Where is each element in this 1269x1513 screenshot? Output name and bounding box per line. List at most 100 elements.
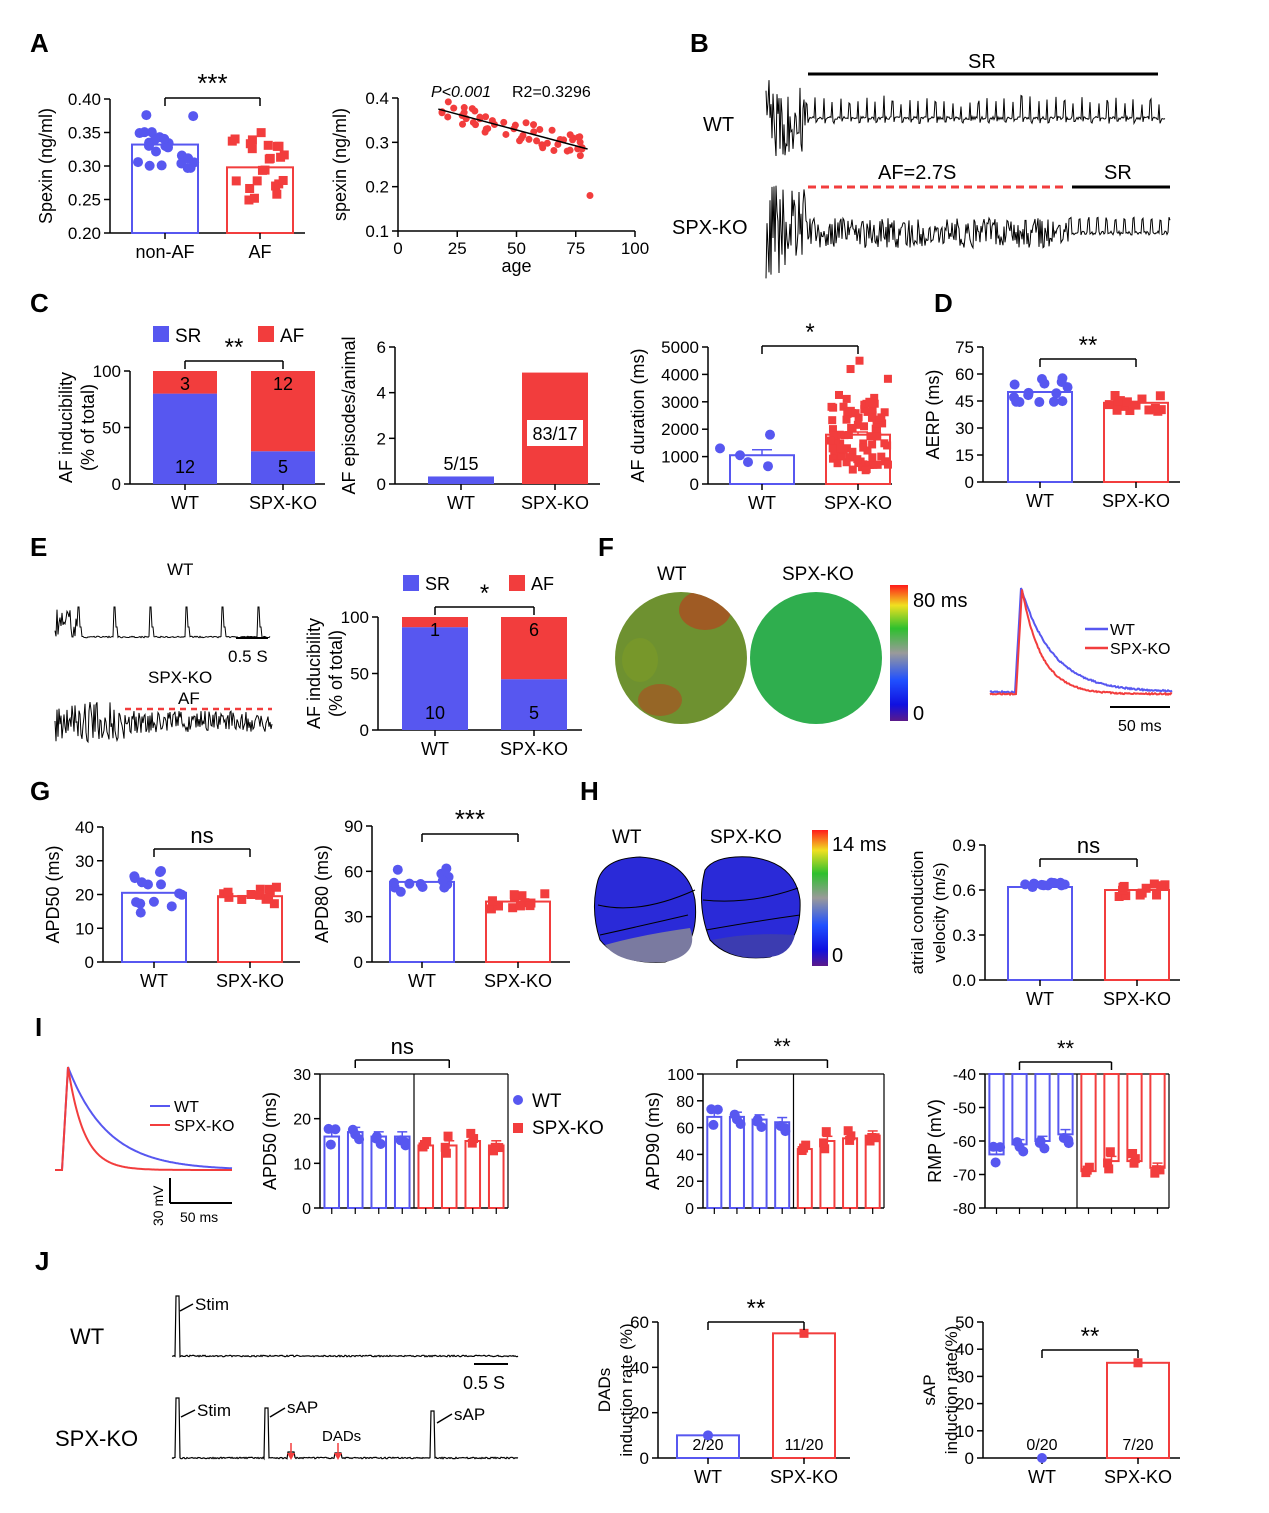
I2-bar-wt	[728, 1115, 745, 1210]
G2-dot-KO	[487, 896, 497, 906]
I3-dot-ko	[1084, 1162, 1094, 1172]
C3-dot-KO	[836, 439, 845, 448]
panel-f-maps: WT SPX-KO 80 ms 0 WT SPX-KO 50 ms	[615, 564, 1173, 735]
C1-xtick-label: SPX-KO	[249, 493, 317, 513]
D-dot-KO	[1150, 403, 1160, 413]
A2-point	[444, 113, 452, 121]
A1-ytick-label: 0.30	[68, 157, 101, 176]
A1-dot-non-AF	[144, 139, 155, 150]
C1-ylabel: (% of total)	[78, 384, 98, 471]
A2-point	[482, 125, 490, 133]
A1-dot-non-AF	[156, 160, 167, 171]
G1-dot-KO	[246, 890, 256, 900]
I2-ytick-label: 20	[676, 1174, 694, 1191]
C1-bar-af-WT	[153, 371, 217, 394]
E-ytick-label: 50	[350, 665, 369, 684]
A2-point	[576, 152, 584, 160]
I3-ylabel: RMP (mV)	[925, 1099, 945, 1183]
E-ytick-label: 0	[360, 721, 369, 740]
C3-dot-KO	[868, 453, 877, 462]
C1-bar-sr-SPX-KO	[251, 451, 315, 484]
I1-significance: ns	[391, 1034, 414, 1059]
I3-dot-wt	[1018, 1146, 1029, 1157]
G1-dot-KO	[265, 886, 275, 896]
A1-dot-non-AF	[133, 157, 144, 168]
G1-dot-WT	[131, 897, 142, 908]
I1-ytick-label: 0	[302, 1201, 311, 1218]
G1-dot-KO	[264, 893, 274, 903]
G2-dot-KO	[486, 904, 496, 914]
G1-dot-WT	[135, 907, 146, 918]
C3-dot-KO	[826, 436, 835, 445]
legend-sr-swatch	[153, 326, 169, 342]
I1-dot-wt	[375, 1138, 386, 1149]
C3-dot-KO	[845, 453, 854, 462]
C3-dot-KO	[860, 422, 869, 431]
J1-data-label: 2/20	[692, 1437, 723, 1454]
J2-ytick-label: 40	[955, 1340, 974, 1359]
C3-dot-KO	[872, 420, 881, 429]
A2-point	[550, 146, 558, 154]
A1-dot-non-AF	[151, 146, 162, 157]
H-dot-KO	[1156, 881, 1166, 891]
C3-dot-KO	[848, 447, 857, 456]
I1-dot-ko	[440, 1142, 450, 1152]
J2-data-label: 0/20	[1026, 1437, 1057, 1454]
A1-dot-AF	[230, 134, 240, 144]
I2-ytick-label: 40	[676, 1147, 694, 1164]
panel-letter-e: E	[30, 532, 47, 562]
i-ko-ap	[55, 1066, 232, 1171]
e-ko-trace	[54, 702, 273, 744]
D-ytick-label: 45	[955, 392, 974, 411]
J2-ytick-label: 10	[955, 1422, 974, 1441]
C3-dot-WT	[715, 443, 725, 454]
C3-dot-KO	[870, 399, 879, 408]
C3-dot-KO	[855, 356, 864, 365]
C3-dot-KO	[883, 460, 892, 469]
C3-dot-KO	[870, 393, 879, 402]
G2-dot-KO	[517, 891, 527, 901]
A2-point	[500, 118, 508, 126]
J2-ytick-label: 50	[955, 1313, 974, 1332]
A1-dot-AF	[274, 141, 284, 151]
A1-dot-AF	[263, 140, 273, 150]
C3-dot-KO	[859, 439, 868, 448]
e-af-label: AF	[178, 689, 200, 708]
A1-dot-AF	[247, 144, 257, 154]
I2-dot-wt	[779, 1123, 790, 1134]
C3-dot-KO	[827, 402, 836, 411]
G1-dot-WT	[129, 871, 140, 882]
C3-dot-KO	[828, 444, 837, 453]
D-dot-WT	[1057, 396, 1068, 407]
I2-bar-wt	[751, 1118, 768, 1210]
A2-point	[444, 98, 452, 106]
J2-data-label: 7/20	[1122, 1437, 1153, 1454]
G2-dot-KO	[525, 901, 535, 911]
A2-point	[482, 113, 490, 121]
I1-ytick-label: 10	[293, 1156, 311, 1173]
E-ylabel: (% of total)	[326, 630, 346, 717]
I2-ytick-label: 0	[685, 1201, 694, 1218]
I2-dot-ko	[846, 1131, 856, 1141]
panel-letter-a: A	[30, 28, 49, 58]
C1-ylabel: AF inducibility	[56, 372, 76, 483]
C3-dot-KO	[861, 466, 870, 475]
J1-data-label: 11/20	[785, 1437, 824, 1454]
I3-ytick-label: -60	[953, 1134, 976, 1151]
f-ko-ap	[989, 589, 1173, 697]
sr-label-ko: SR	[1104, 162, 1132, 184]
I3-significance: **	[1057, 1036, 1075, 1061]
H-ytick-label: 0.0	[952, 971, 976, 990]
I3-ytick-label: -70	[953, 1168, 976, 1185]
I3-dot-wt	[990, 1157, 1001, 1168]
C1-count-af: 3	[180, 374, 190, 394]
i-legend2-wt: WT	[532, 1091, 562, 1112]
I1-ylabel: APD50 (ms)	[260, 1092, 280, 1190]
H-dot-WT	[1059, 879, 1070, 890]
j-dads: DADs	[322, 1428, 361, 1445]
G2-significance: ***	[455, 804, 485, 834]
I2-dot-wt	[729, 1109, 740, 1120]
H-ylabel: atrial conduction	[908, 851, 927, 975]
D-xtick-label: SPX-KO	[1102, 491, 1170, 511]
I2-dot-ko	[865, 1136, 875, 1146]
